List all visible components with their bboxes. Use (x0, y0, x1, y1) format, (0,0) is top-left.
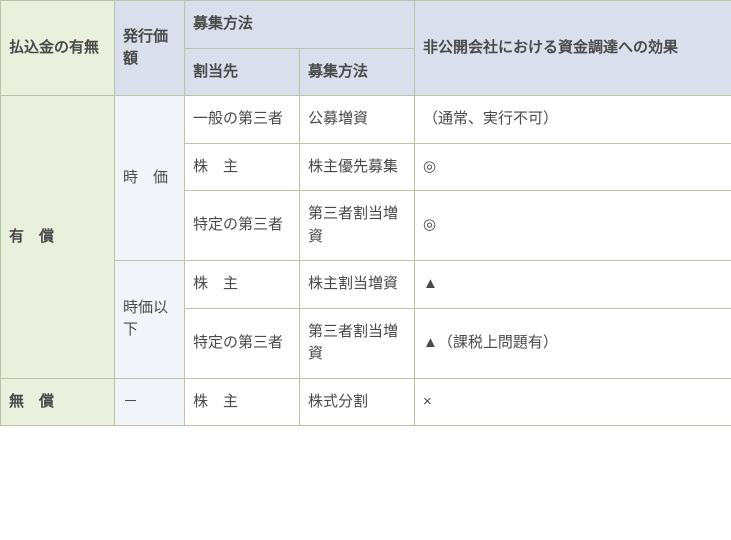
cell-effect: （通常、実行不可） (415, 96, 731, 144)
row-label-price-none: － (115, 378, 185, 426)
cell-target: 特定の第三者 (185, 308, 300, 378)
col-header-method-group: 募集方法 (185, 1, 415, 49)
cell-method: 株主優先募集 (300, 143, 415, 191)
capital-raise-table: 払込金の有無 発行価額 募集方法 非公開会社における資金調達への効果 割当先 募… (0, 0, 731, 426)
col-header-effect: 非公開会社における資金調達への効果 (415, 1, 731, 96)
cell-target: 株 主 (185, 378, 300, 426)
cell-method: 第三者割当増資 (300, 191, 415, 261)
cell-effect: × (415, 378, 731, 426)
cell-method: 株式分割 (300, 378, 415, 426)
col-header-method: 募集方法 (300, 48, 415, 96)
cell-effect: ◎ (415, 143, 731, 191)
col-header-paid: 払込金の有無 (1, 1, 115, 96)
cell-target: 特定の第三者 (185, 191, 300, 261)
row-label-paid-yes: 有 償 (1, 96, 115, 379)
capital-raise-table-container: 払込金の有無 発行価額 募集方法 非公開会社における資金調達への効果 割当先 募… (0, 0, 731, 426)
col-header-price: 発行価額 (115, 1, 185, 96)
table-row: 無 償 － 株 主 株式分割 × (1, 378, 731, 426)
table-row: 有 償 時 価 一般の第三者 公募増資 （通常、実行不可） (1, 96, 731, 144)
cell-effect: ◎ (415, 191, 731, 261)
table-header-row-1: 払込金の有無 発行価額 募集方法 非公開会社における資金調達への効果 (1, 1, 731, 49)
cell-effect: ▲ (415, 261, 731, 309)
cell-effect: ▲（課税上問題有） (415, 308, 731, 378)
cell-target: 一般の第三者 (185, 96, 300, 144)
cell-method: 株主割当増資 (300, 261, 415, 309)
row-label-price-below: 時価以下 (115, 261, 185, 379)
row-label-price-market: 時 価 (115, 96, 185, 261)
cell-target: 株 主 (185, 261, 300, 309)
cell-method: 公募増資 (300, 96, 415, 144)
cell-method: 第三者割当増資 (300, 308, 415, 378)
cell-target: 株 主 (185, 143, 300, 191)
row-label-paid-no: 無 償 (1, 378, 115, 426)
col-header-target: 割当先 (185, 48, 300, 96)
